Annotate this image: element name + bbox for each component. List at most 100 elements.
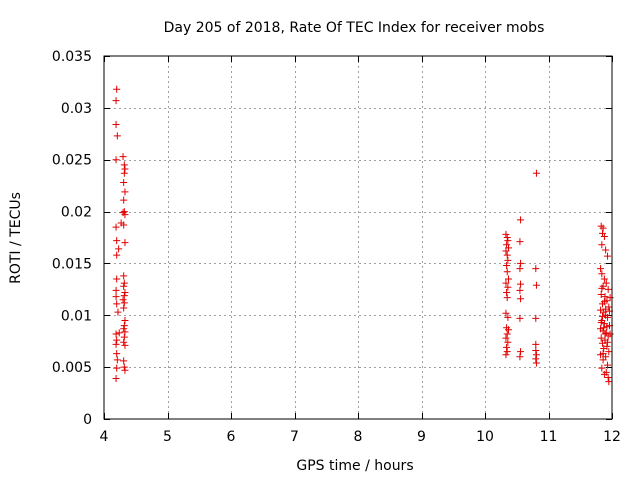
data-point xyxy=(113,132,121,140)
data-point xyxy=(120,179,128,187)
x-tick-label: 8 xyxy=(354,429,363,445)
x-axis-label: GPS time / hours xyxy=(296,458,413,474)
data-point xyxy=(597,291,605,299)
data-point xyxy=(113,85,121,93)
data-point xyxy=(121,328,129,336)
data-point xyxy=(112,156,120,164)
data-point xyxy=(600,344,608,352)
data-point xyxy=(504,326,512,334)
data-point xyxy=(504,283,512,291)
data-point xyxy=(604,252,612,260)
data-point xyxy=(503,234,511,241)
data-point xyxy=(120,322,128,330)
data-point xyxy=(602,305,610,313)
y-tick-label: 0.025 xyxy=(52,153,92,169)
data-point xyxy=(601,293,609,301)
data-point xyxy=(516,286,524,294)
data-point xyxy=(113,275,121,283)
y-tick-label: 0.02 xyxy=(61,205,92,221)
grid-lines xyxy=(104,56,612,419)
data-point xyxy=(503,288,511,296)
data-point xyxy=(604,361,612,369)
data-point xyxy=(112,293,120,301)
data-point xyxy=(517,295,525,303)
y-tick-label: 0.005 xyxy=(52,360,92,376)
data-point xyxy=(120,333,128,341)
data-point xyxy=(113,251,121,259)
data-point xyxy=(114,308,122,316)
data-point xyxy=(532,281,540,289)
data-point xyxy=(502,230,510,238)
data-point xyxy=(113,350,121,358)
data-point xyxy=(503,294,511,302)
x-tick-labels: 4 5 6 7 8 9 10 11 12 xyxy=(100,429,621,445)
data-point xyxy=(504,256,512,264)
data-point xyxy=(604,338,612,346)
data-point xyxy=(599,356,607,364)
data-point xyxy=(532,359,540,367)
data-point xyxy=(120,221,128,229)
data-point xyxy=(600,298,608,306)
data-point xyxy=(598,312,606,320)
data-point xyxy=(598,339,606,347)
data-point xyxy=(604,285,612,293)
data-point xyxy=(120,279,128,287)
data-point xyxy=(504,338,512,346)
data-point xyxy=(598,241,606,249)
data-point xyxy=(532,347,540,355)
data-point xyxy=(599,350,607,358)
data-point xyxy=(503,268,511,276)
data-point xyxy=(599,224,607,232)
data-point xyxy=(121,288,129,296)
data-point xyxy=(121,366,129,374)
y-tick-label: 0 xyxy=(83,412,92,428)
data-point xyxy=(601,330,609,338)
data-points xyxy=(112,85,614,386)
data-point xyxy=(113,364,121,372)
data-point xyxy=(503,330,511,338)
data-point xyxy=(600,370,608,378)
data-point xyxy=(120,325,128,333)
data-point xyxy=(502,334,510,342)
y-tick-label: 0.03 xyxy=(61,101,92,117)
data-point xyxy=(121,341,129,349)
x-tick-label: 7 xyxy=(290,429,299,445)
data-point xyxy=(516,265,524,273)
data-point xyxy=(115,329,123,337)
chart-title: Day 205 of 2018, Rate Of TEC Index for r… xyxy=(164,20,545,36)
data-point xyxy=(121,165,129,173)
data-point xyxy=(605,348,613,356)
data-point xyxy=(113,356,121,364)
data-point xyxy=(603,323,611,331)
data-point xyxy=(598,364,606,372)
data-point xyxy=(121,316,129,324)
data-point xyxy=(502,309,510,317)
plot-frame xyxy=(103,55,613,420)
x-tick-label: 12 xyxy=(603,429,621,445)
data-point xyxy=(600,275,608,283)
data-point xyxy=(517,280,525,288)
data-point xyxy=(120,304,128,312)
data-point xyxy=(120,161,128,169)
data-point xyxy=(517,259,525,267)
data-point xyxy=(517,348,525,356)
data-point xyxy=(120,299,128,307)
data-point xyxy=(115,245,123,253)
data-point xyxy=(112,286,120,294)
data-point xyxy=(120,292,128,300)
data-point xyxy=(600,324,608,332)
data-point xyxy=(119,209,127,217)
data-point xyxy=(120,196,128,204)
data-point xyxy=(602,246,610,254)
data-point xyxy=(532,340,540,348)
data-point xyxy=(504,275,512,283)
data-point xyxy=(516,238,524,246)
data-point xyxy=(532,265,540,273)
data-point xyxy=(532,351,540,359)
x-tick-label: 9 xyxy=(417,429,426,445)
x-tick-label: 11 xyxy=(540,429,558,445)
data-point xyxy=(503,262,511,270)
y-tick-label: 0.035 xyxy=(52,49,92,65)
data-point xyxy=(600,232,608,240)
data-point xyxy=(112,223,120,231)
